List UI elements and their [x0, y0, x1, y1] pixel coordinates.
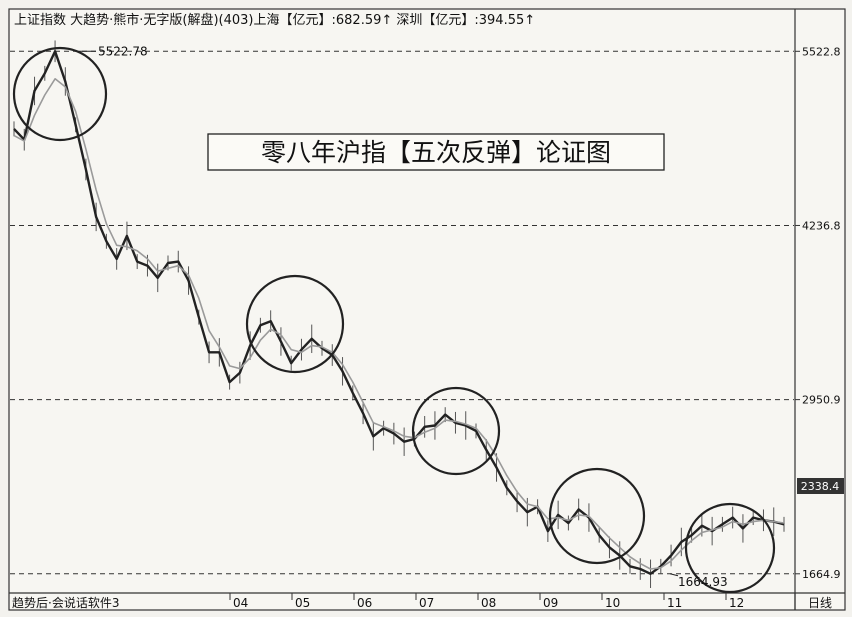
x-tick-label: 05	[295, 596, 310, 610]
x-tick-label: 10	[605, 596, 620, 610]
period-label: 日线	[808, 596, 832, 610]
grid-layer	[10, 50, 794, 575]
header-text: 上证指数 大趋势·熊市·无字版(解盘)(403)上海【亿元】:682.59↑ 深…	[14, 12, 535, 28]
rebound-circle	[12, 46, 108, 142]
chart-svg: 上证指数 大趋势·熊市·无字版(解盘)(403)上海【亿元】:682.59↑ 深…	[8, 8, 846, 611]
rebound-circle	[684, 502, 776, 594]
circle-layer	[12, 46, 776, 594]
chart-title: 零八年沪指【五次反弹】论证图	[261, 138, 611, 167]
trough-annotation: 1664.93	[678, 575, 728, 589]
plot-border	[8, 8, 846, 611]
current-value-box	[797, 478, 844, 494]
x-tick-label: 08	[481, 596, 496, 610]
x-tick-label: 09	[543, 596, 558, 610]
footer-left-text: 趋势后·会说话软件3	[12, 595, 119, 610]
rebound-circle	[548, 467, 646, 565]
y-tick-layer: 5522.8 4236.8 2950.9 1664.9	[795, 45, 841, 581]
rebound-circle	[245, 274, 345, 374]
current-value-label: 2338.4	[801, 480, 840, 493]
y-tick-label: 5522.8	[802, 45, 841, 58]
series-layer	[13, 40, 785, 589]
y-tick-label: 1664.9	[802, 568, 841, 581]
rebound-circle	[411, 386, 501, 476]
y-tick-label: 4236.8	[802, 219, 841, 232]
x-tick-label: 04	[233, 596, 248, 610]
x-tick-label: 06	[357, 596, 372, 610]
x-tick-label: 11	[667, 596, 682, 610]
series-line	[13, 50, 785, 575]
y-tick-label: 2950.9	[802, 394, 841, 407]
chart-title-box	[207, 133, 665, 171]
trough-leader	[669, 573, 679, 577]
x-tick-label: 12	[729, 596, 744, 610]
x-tick-layer: 04 05 06 07 08 09 10 11 12	[229, 593, 744, 610]
annotation-layer: 5522.78 1664.93	[78, 44, 728, 589]
peak-annotation: 5522.78	[98, 44, 148, 58]
chart-frame: 上证指数 大趋势·熊市·无字版(解盘)(403)上海【亿元】:682.59↑ 深…	[8, 8, 846, 611]
x-tick-label: 07	[419, 596, 434, 610]
series-line	[13, 78, 785, 570]
